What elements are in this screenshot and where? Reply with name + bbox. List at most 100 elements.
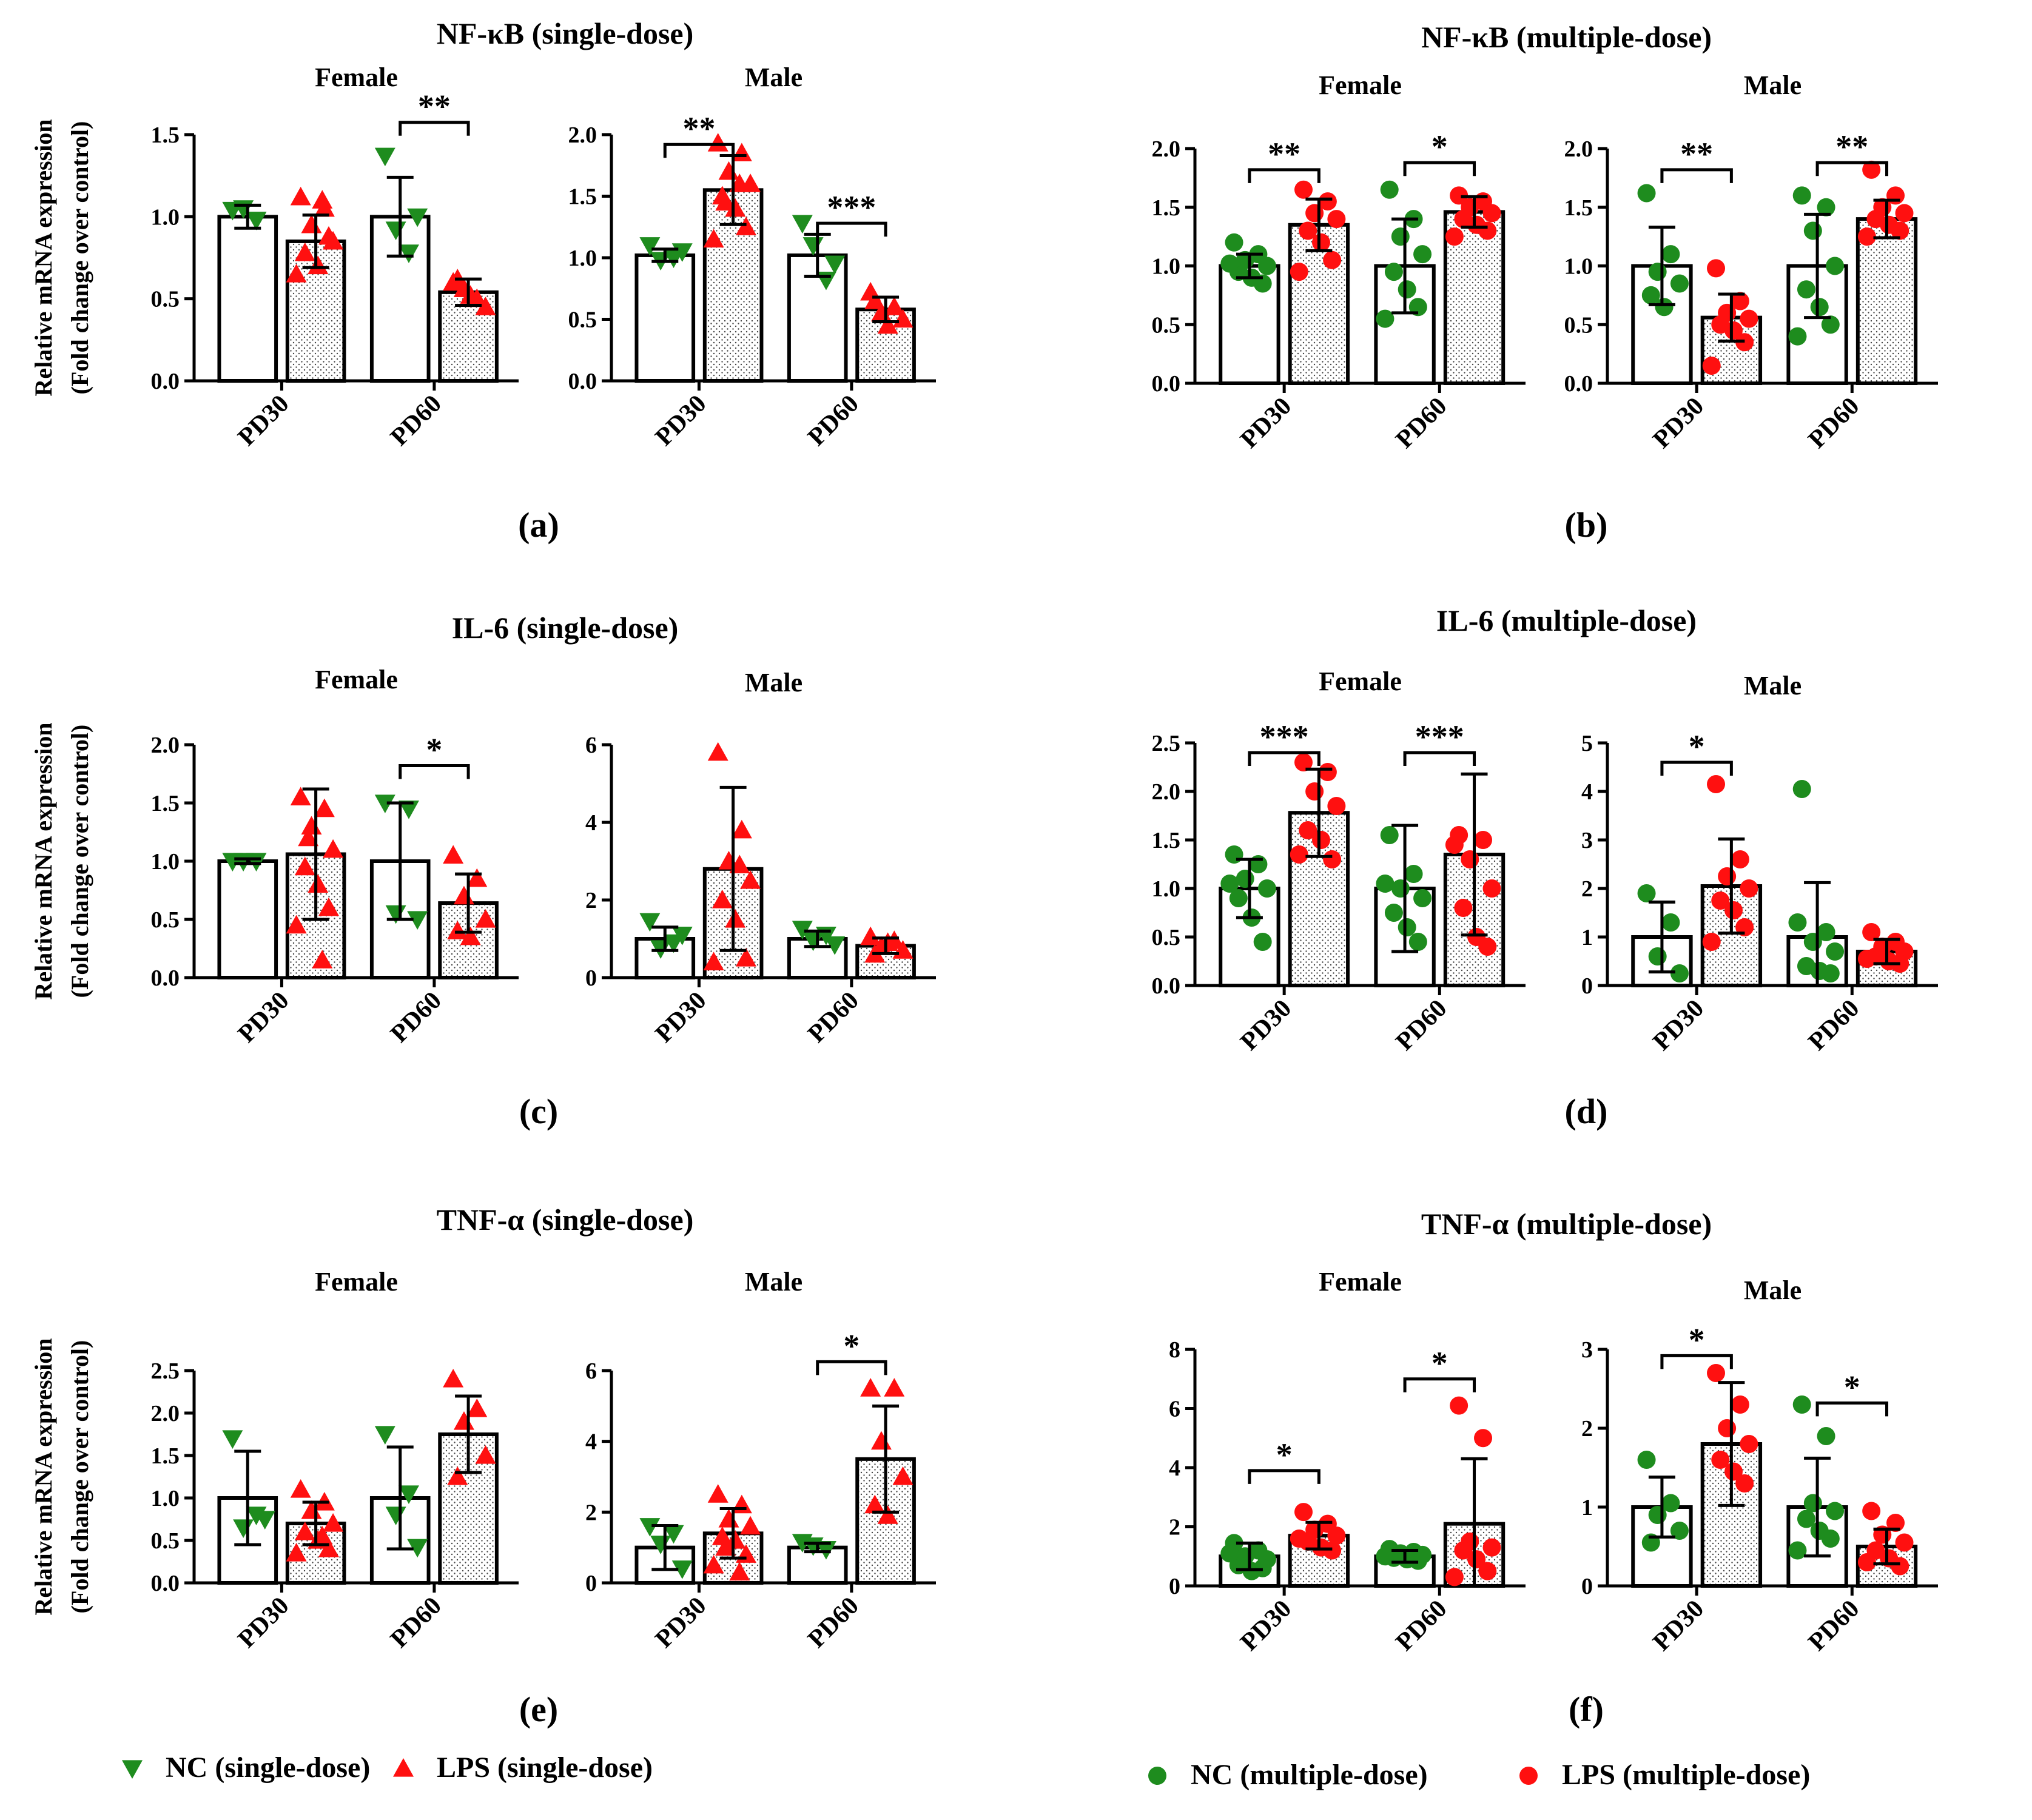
data-point-lps bbox=[290, 787, 311, 805]
panel-e: TNF-α (single-dose) (e) Relative mRNA expr… bbox=[30, 1203, 936, 1729]
y-tick-label: 3 bbox=[1581, 828, 1593, 853]
subplot-title: Male bbox=[745, 62, 802, 92]
panel-letter: (b) bbox=[1565, 505, 1608, 545]
data-point-lps bbox=[460, 285, 481, 304]
data-point-lps bbox=[1724, 1462, 1743, 1481]
y-tick-label: 1.5 bbox=[568, 184, 597, 210]
data-point-lps bbox=[1482, 1538, 1501, 1557]
y-tick-label: 2 bbox=[585, 1500, 597, 1525]
data-point-nc bbox=[1826, 942, 1845, 961]
y-tick-label: 2 bbox=[1581, 1416, 1593, 1442]
significance-bracket bbox=[399, 764, 470, 779]
data-point-lps bbox=[1461, 850, 1479, 868]
subplot-female: Female 0 2 4 6 8 PD30 * PD60 * bbox=[1169, 1267, 1526, 1656]
data-point-lps bbox=[447, 1466, 468, 1485]
panel-a: NF-κB (single-dose) (a) Relative mRNA expr… bbox=[30, 16, 936, 545]
y-tick-label: 0 bbox=[1581, 973, 1593, 999]
significance-label: ** bbox=[418, 89, 451, 125]
data-point-nc bbox=[824, 936, 846, 955]
x-tick-label: PD60 bbox=[802, 1592, 864, 1654]
y-tick-label: 1.0 bbox=[568, 246, 597, 271]
data-point-lps bbox=[1294, 180, 1313, 199]
data-point-lps bbox=[443, 845, 464, 864]
data-point-lps bbox=[1327, 1526, 1346, 1545]
data-point-nc bbox=[407, 911, 428, 930]
y-tick-label: 0.5 bbox=[151, 1528, 180, 1554]
significance-bracket bbox=[399, 121, 470, 136]
panel-title: NF-κB (single-dose) bbox=[437, 16, 694, 50]
x-tick-label: PD30 bbox=[233, 987, 295, 1049]
panel-title: IL-6 (single-dose) bbox=[452, 611, 679, 645]
data-point-lps bbox=[1718, 867, 1737, 885]
panel-letter: (d) bbox=[1565, 1092, 1608, 1131]
data-point-lps bbox=[707, 742, 728, 761]
data-point-nc bbox=[802, 237, 824, 256]
y-tick-label: 0.5 bbox=[1152, 925, 1181, 950]
y-tick-label: 1.5 bbox=[1152, 195, 1181, 221]
bar-nc-pd30 bbox=[217, 215, 278, 383]
y-tick-label: 1.5 bbox=[1564, 195, 1593, 221]
data-point-lps bbox=[1740, 309, 1758, 328]
data-point-lps bbox=[1478, 221, 1497, 240]
y-label-line2: (Fold change over control) bbox=[66, 121, 93, 395]
subplot-male: Male 0.0 0.5 1.0 1.5 2.0 PD30 ** PD60 ** bbox=[1564, 70, 1938, 454]
data-point-lps bbox=[1891, 221, 1909, 240]
data-point-lps bbox=[1323, 250, 1342, 269]
data-point-lps bbox=[1311, 233, 1330, 252]
significance-label: * bbox=[843, 1328, 860, 1364]
data-point-lps bbox=[447, 921, 468, 939]
data-point-lps bbox=[1895, 204, 1914, 223]
x-tick-label: PD30 bbox=[233, 1592, 295, 1654]
y-tick-label: 2.0 bbox=[1152, 136, 1181, 162]
data-point-lps bbox=[318, 226, 339, 245]
y-tick-label: 1.0 bbox=[1564, 254, 1593, 280]
data-point-nc bbox=[1810, 298, 1829, 317]
y-tick-label: 2 bbox=[1169, 1515, 1180, 1540]
panel-letter: (c) bbox=[519, 1092, 558, 1131]
significance-bracket bbox=[1248, 751, 1320, 766]
data-point-lps bbox=[1862, 923, 1881, 941]
data-point-lps bbox=[1445, 1568, 1464, 1587]
subplot-title: Male bbox=[1744, 671, 1802, 700]
subplot-title: Female bbox=[315, 1267, 398, 1297]
data-point-lps bbox=[475, 1445, 496, 1464]
data-point-nc bbox=[1376, 1547, 1394, 1566]
data-point-lps bbox=[318, 897, 339, 916]
x-tick-label: PD30 bbox=[650, 987, 712, 1049]
legend-marker-nc bbox=[122, 1760, 143, 1779]
data-point-lps bbox=[1445, 227, 1464, 246]
data-point-lps bbox=[1290, 845, 1308, 864]
y-tick-label: 8 bbox=[1169, 1337, 1180, 1363]
significance-bracket bbox=[1660, 761, 1733, 776]
data-point-nc bbox=[639, 1518, 661, 1537]
data-point-lps bbox=[1711, 892, 1730, 910]
data-point-lps bbox=[1450, 186, 1468, 205]
data-point-lps bbox=[1735, 1474, 1754, 1493]
legend-marker-nc bbox=[1148, 1767, 1166, 1785]
data-point-lps bbox=[323, 839, 344, 858]
data-point-nc bbox=[1404, 865, 1423, 883]
y-tick-label: 4 bbox=[1581, 779, 1593, 805]
data-point-lps bbox=[1294, 753, 1313, 771]
subplot-female: Female 0.0 0.5 1.0 1.5 2.0 2.5 PD30 PD60 bbox=[151, 1267, 519, 1653]
y-tick-label: 0.0 bbox=[151, 369, 180, 394]
data-point-lps bbox=[1731, 292, 1749, 311]
y-tick-label: 0.5 bbox=[151, 287, 180, 312]
data-point-nc bbox=[1826, 257, 1845, 275]
data-point-nc bbox=[1408, 933, 1427, 951]
data-point-lps bbox=[290, 1479, 311, 1498]
data-point-lps bbox=[729, 1562, 750, 1581]
data-point-lps bbox=[1294, 1503, 1313, 1522]
y-label-line2: (Fold change over control) bbox=[66, 725, 93, 998]
x-tick-label: PD60 bbox=[1803, 1595, 1865, 1657]
data-point-nc bbox=[374, 1426, 395, 1445]
significance-label: *** bbox=[1415, 719, 1464, 755]
data-point-lps bbox=[1724, 901, 1743, 919]
data-point-nc bbox=[1380, 826, 1399, 844]
data-point-nc bbox=[639, 237, 661, 256]
data-point-lps bbox=[1707, 775, 1726, 793]
y-tick-label: 0.0 bbox=[1152, 371, 1181, 397]
y-tick-label: 6 bbox=[585, 733, 597, 758]
data-point-lps bbox=[1886, 1514, 1905, 1532]
subplot-female: Female 0.0 0.5 1.0 1.5 2.0 PD30 ** PD60 * bbox=[1152, 70, 1526, 454]
